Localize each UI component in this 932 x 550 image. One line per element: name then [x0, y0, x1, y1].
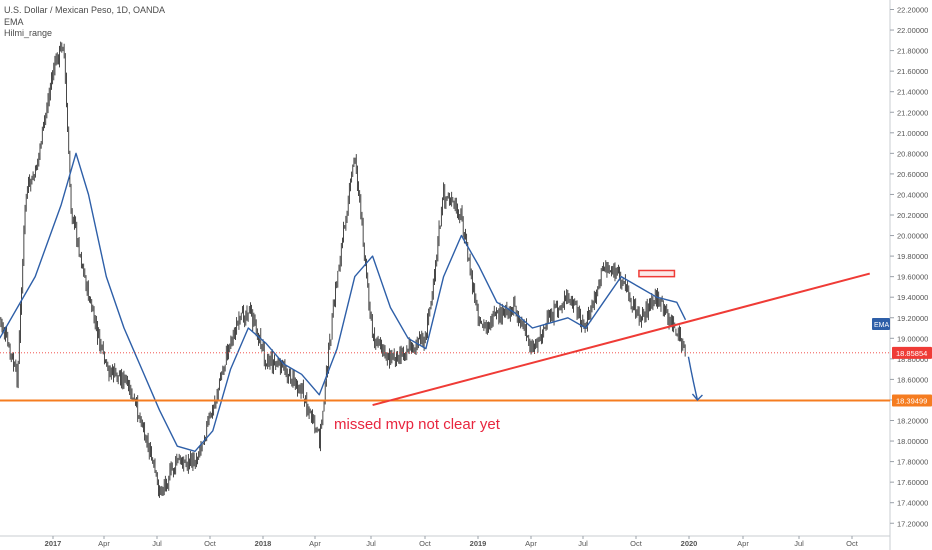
x-tick-label: Oct — [846, 539, 859, 548]
x-tick-label: Jul — [794, 539, 804, 548]
indicator-ema-label[interactable]: EMA — [4, 16, 24, 27]
y-tick-label: 21.00000 — [897, 129, 928, 138]
x-tick-label: 2020 — [681, 539, 698, 548]
y-tick-label: 17.20000 — [897, 519, 928, 528]
x-tick-label: Apr — [309, 539, 321, 548]
trendline — [372, 272, 871, 407]
y-tick-label: 21.40000 — [897, 88, 928, 97]
y-tick-label: 17.40000 — [897, 499, 928, 508]
y-tick-label: 19.20000 — [897, 314, 928, 323]
x-tick-label: 2017 — [45, 539, 62, 548]
x-tick-label: Apr — [525, 539, 537, 548]
y-tick-label: 19.80000 — [897, 252, 928, 261]
y-tick-label: 20.60000 — [897, 170, 928, 179]
x-tick-label: 2018 — [255, 539, 272, 548]
x-tick-label: Oct — [630, 539, 643, 548]
x-tick-label: Jul — [578, 539, 588, 548]
x-tick-label: 2019 — [470, 539, 487, 548]
y-tick-label: 21.60000 — [897, 67, 928, 76]
chart-legend: U.S. Dollar / Mexican Peso, 1D, OANDA EM… — [4, 5, 165, 40]
x-tick-label: Apr — [737, 539, 749, 548]
x-tick-label: Oct — [204, 539, 217, 548]
x-tick-label: Jul — [366, 539, 376, 548]
last-price-tag-bg — [892, 346, 932, 359]
y-tick-label: 20.00000 — [897, 232, 928, 241]
y-tick-label: 18.80000 — [897, 355, 928, 364]
y-tick-label: 19.40000 — [897, 293, 928, 302]
y-tick-label: 18.00000 — [897, 437, 928, 446]
forecast-arrow — [687, 356, 699, 401]
candlestick-series — [0, 41, 686, 498]
ema-tag-bg — [872, 318, 890, 330]
forecast-arrow-head — [691, 393, 703, 401]
symbol-title[interactable]: U.S. Dollar / Mexican Peso, 1D, OANDA — [4, 5, 166, 15]
y-tick-label: 21.20000 — [897, 108, 928, 117]
y-tick-label: 20.40000 — [897, 190, 928, 199]
last-price-tag: 18.85854 — [896, 349, 927, 358]
support-price-tag-bg — [892, 394, 932, 407]
y-tick-label: 20.20000 — [897, 211, 928, 220]
y-tick-label: 22.00000 — [897, 26, 928, 35]
ema-line — [0, 152, 687, 452]
y-tick-label: 20.80000 — [897, 149, 928, 158]
x-tick-label: Apr — [98, 539, 110, 548]
ema-tag: EMA — [874, 322, 890, 329]
y-tick-label: 19.60000 — [897, 273, 928, 282]
y-tick-label: 19.00000 — [897, 334, 928, 343]
range-box — [638, 269, 676, 278]
x-tick-label: Jul — [152, 539, 162, 548]
y-tick-label: 18.60000 — [897, 375, 928, 384]
y-tick-label: 22.20000 — [897, 6, 928, 15]
y-tick-label: 18.20000 — [897, 417, 928, 426]
indicator-hilmi-range-label[interactable]: Hilmi_range — [4, 28, 53, 38]
x-tick-label: Oct — [419, 539, 432, 548]
support-price-tag: 18.39499 — [896, 396, 927, 405]
y-tick-label: 17.60000 — [897, 478, 928, 487]
y-tick-label: 17.80000 — [897, 458, 928, 467]
y-tick-label: 21.80000 — [897, 47, 928, 56]
annotation-text: missed mvp not clear yet — [334, 416, 501, 433]
